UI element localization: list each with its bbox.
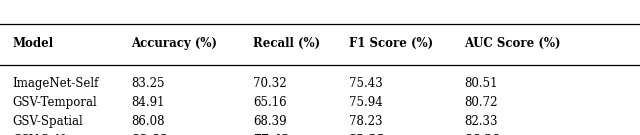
Text: Model: Model bbox=[13, 37, 54, 50]
Text: 80.72: 80.72 bbox=[464, 96, 497, 109]
Text: GSV-Temporal: GSV-Temporal bbox=[13, 96, 97, 109]
Text: Accuracy (%): Accuracy (%) bbox=[131, 37, 217, 50]
Text: 88.68: 88.68 bbox=[131, 134, 168, 135]
Text: 65.16: 65.16 bbox=[253, 96, 287, 109]
Text: 68.39: 68.39 bbox=[253, 115, 287, 128]
Text: 75.94: 75.94 bbox=[349, 96, 383, 109]
Text: F1 Score (%): F1 Score (%) bbox=[349, 37, 433, 50]
Text: 83.33: 83.33 bbox=[349, 134, 386, 135]
Text: GSV-Self: GSV-Self bbox=[13, 134, 65, 135]
Text: 78.23: 78.23 bbox=[349, 115, 382, 128]
Text: 86.29: 86.29 bbox=[464, 134, 500, 135]
Text: 86.08: 86.08 bbox=[131, 115, 164, 128]
Text: 75.43: 75.43 bbox=[349, 77, 383, 90]
Text: 77.42: 77.42 bbox=[253, 134, 289, 135]
Text: AUC Score (%): AUC Score (%) bbox=[464, 37, 561, 50]
Text: 80.51: 80.51 bbox=[464, 77, 497, 90]
Text: GSV-Spatial: GSV-Spatial bbox=[13, 115, 84, 128]
Text: 82.33: 82.33 bbox=[464, 115, 497, 128]
Text: 83.25: 83.25 bbox=[131, 77, 164, 90]
Text: ImageNet-Self: ImageNet-Self bbox=[13, 77, 99, 90]
Text: Recall (%): Recall (%) bbox=[253, 37, 320, 50]
Text: 84.91: 84.91 bbox=[131, 96, 164, 109]
Text: 70.32: 70.32 bbox=[253, 77, 287, 90]
